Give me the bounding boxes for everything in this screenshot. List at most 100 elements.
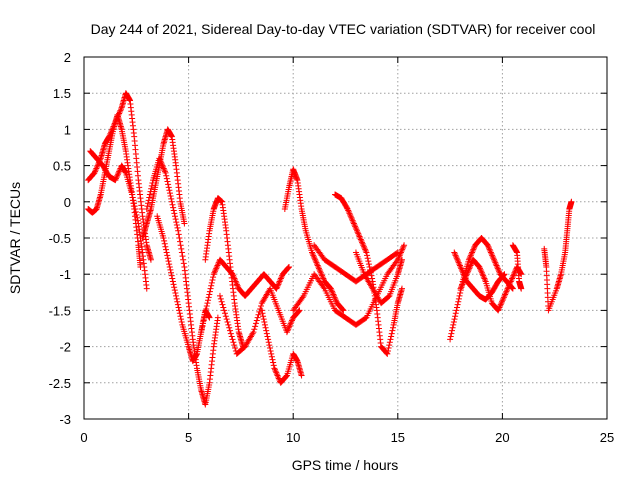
data-point [210,208,217,215]
data-point [464,269,471,276]
data-point [352,224,359,231]
data-point [224,318,231,325]
data-point [92,166,99,173]
data-point [255,311,262,318]
data-point [489,253,496,260]
data-point [448,327,455,334]
data-point [130,200,137,207]
data-point [355,232,362,239]
data-point [348,214,355,221]
data-point [172,213,179,220]
data-point [173,295,180,302]
data-point [477,266,484,273]
data-point [447,333,454,340]
data-point [460,279,467,286]
data-point [349,217,356,224]
data-point [162,169,169,176]
data-point [233,279,240,286]
data-point [488,297,495,304]
data-point [295,308,302,315]
data-point [377,339,384,346]
data-point [179,253,186,260]
data-point [355,230,362,237]
data-point [206,288,213,295]
data-point [399,245,406,252]
data-point [386,342,393,349]
data-point [388,330,395,337]
data-point [163,175,170,182]
data-point [466,265,473,272]
data-point [105,150,112,157]
data-point [143,221,150,228]
data-point [399,246,406,253]
data-point [115,169,122,176]
data-point [319,272,326,279]
data-point [165,181,172,188]
data-point [248,332,255,339]
data-point [228,333,235,340]
data-point [177,313,184,320]
data-point [386,339,393,346]
data-point [208,279,215,286]
data-point [130,130,137,137]
data-point [168,132,175,139]
data-markers [85,90,575,408]
data-point [365,261,372,268]
data-point [147,188,154,195]
data-point [393,273,400,280]
data-point [319,282,326,289]
data-point [347,211,354,218]
data-point [193,351,200,358]
data-point [454,304,461,311]
data-point [368,282,375,289]
data-point [178,245,185,252]
data-point [295,308,302,315]
data-point [507,278,514,285]
data-point [175,231,182,238]
data-point [513,248,520,255]
data-point [147,255,154,262]
data-point [328,287,335,294]
data-point [113,174,120,181]
data-point [211,269,218,276]
data-point [364,255,371,262]
data-point [252,323,259,330]
data-point [226,324,233,331]
data-point [160,165,167,172]
data-point [227,330,234,337]
data-point [257,303,264,310]
data-point [467,262,474,269]
data-point [143,239,150,246]
data-point [168,272,175,279]
data-point [164,252,171,259]
data-point [493,305,500,312]
data-point [222,224,229,231]
data-point [351,221,358,228]
data-point [231,342,238,349]
data-point [209,276,216,283]
data-point [274,305,281,312]
data-point [157,158,164,165]
data-point [488,250,495,257]
data-point [486,246,493,253]
data-point [456,262,463,269]
data-point [467,252,474,259]
data-point [365,258,372,265]
data-point [161,237,168,244]
data-point [164,178,171,185]
data-point [331,294,338,301]
data-point [474,290,481,297]
data-point [134,172,141,179]
data-point [213,263,220,270]
data-point [277,276,284,283]
data-point [510,271,517,278]
data-point [340,313,347,320]
data-point [285,264,292,271]
x-tick-label: 0 [80,430,87,445]
data-point [496,304,503,311]
data-point [382,258,389,265]
data-point [116,168,123,175]
data-point [275,281,282,288]
data-point [266,342,273,349]
